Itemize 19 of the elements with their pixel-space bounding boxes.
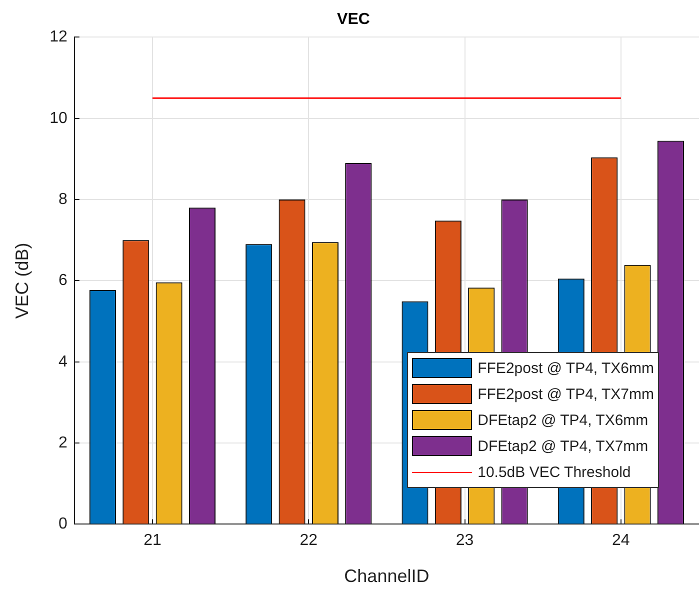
x-tick-label: 21 <box>144 532 162 550</box>
y-tick-label: 10 <box>50 110 68 127</box>
legend-label: 10.5dB VEC Threshold <box>478 464 631 480</box>
y-axis-title: VEC (dB) <box>12 242 32 319</box>
y-tick-label: 0 <box>58 516 68 533</box>
y-tick-label: 12 <box>50 28 68 46</box>
legend-label: DFEtap2 @ TP4, TX7mm <box>478 438 648 454</box>
legend-label: FFE2post @ TP4, TX6mm <box>478 360 654 376</box>
chart-title: VEC <box>337 11 370 28</box>
x-tick-label: 24 <box>612 532 630 550</box>
x-tick-label: 22 <box>300 532 318 550</box>
x-axis-title: ChannelID <box>344 566 430 586</box>
y-tick-label: 2 <box>58 434 68 452</box>
legend-label: DFEtap2 @ TP4, TX6mm <box>478 412 648 428</box>
x-tick-label: 23 <box>456 532 474 550</box>
legend-label: FFE2post @ TP4, TX7mm <box>478 386 654 402</box>
y-tick-label: 6 <box>58 272 68 290</box>
y-tick-label: 4 <box>58 353 68 370</box>
y-tick-label: 8 <box>58 190 68 208</box>
